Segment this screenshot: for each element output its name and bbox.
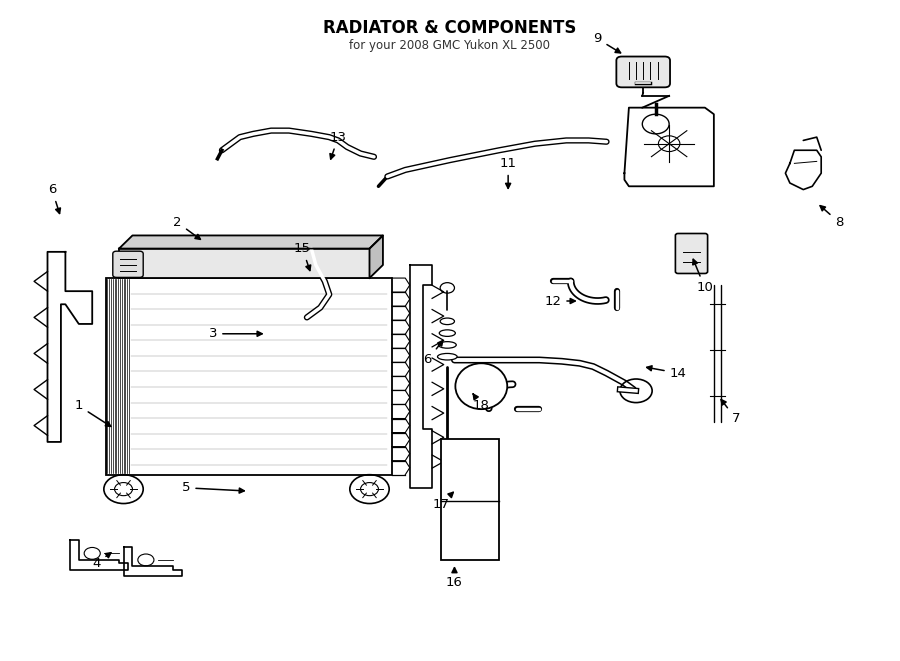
Text: 16: 16 [446,568,463,590]
Text: 17: 17 [433,492,454,511]
Text: 4: 4 [93,553,111,570]
Text: 6: 6 [48,183,60,214]
Ellipse shape [440,318,454,325]
Text: 9: 9 [593,32,621,53]
FancyBboxPatch shape [675,233,707,274]
Text: 7: 7 [721,400,741,426]
Polygon shape [119,235,382,249]
FancyBboxPatch shape [112,251,143,278]
Text: 6: 6 [424,340,443,366]
Text: 13: 13 [329,131,346,159]
Text: 12: 12 [544,295,575,307]
Polygon shape [625,108,714,186]
Text: for your 2008 GMC Yukon XL 2500: for your 2008 GMC Yukon XL 2500 [349,39,551,52]
Text: RADIATOR & COMPONENTS: RADIATOR & COMPONENTS [323,19,577,37]
Ellipse shape [438,342,456,348]
Polygon shape [370,235,382,278]
Text: 5: 5 [182,481,244,494]
Text: 15: 15 [294,242,310,270]
Polygon shape [410,265,432,488]
Bar [105,278,392,475]
Text: 18: 18 [472,394,490,412]
Polygon shape [48,252,92,442]
Text: 14: 14 [647,366,687,379]
Bar [119,249,370,278]
Text: 10: 10 [693,259,714,294]
Polygon shape [123,547,182,576]
FancyBboxPatch shape [616,57,670,87]
Text: 1: 1 [75,399,111,426]
Polygon shape [786,150,821,190]
Text: 8: 8 [820,206,843,229]
Bar [441,439,500,560]
Text: 2: 2 [173,216,201,239]
Text: 3: 3 [209,327,262,340]
Polygon shape [70,540,128,570]
Ellipse shape [455,364,508,409]
Ellipse shape [437,354,457,360]
Text: 11: 11 [500,157,517,188]
Ellipse shape [439,330,455,336]
